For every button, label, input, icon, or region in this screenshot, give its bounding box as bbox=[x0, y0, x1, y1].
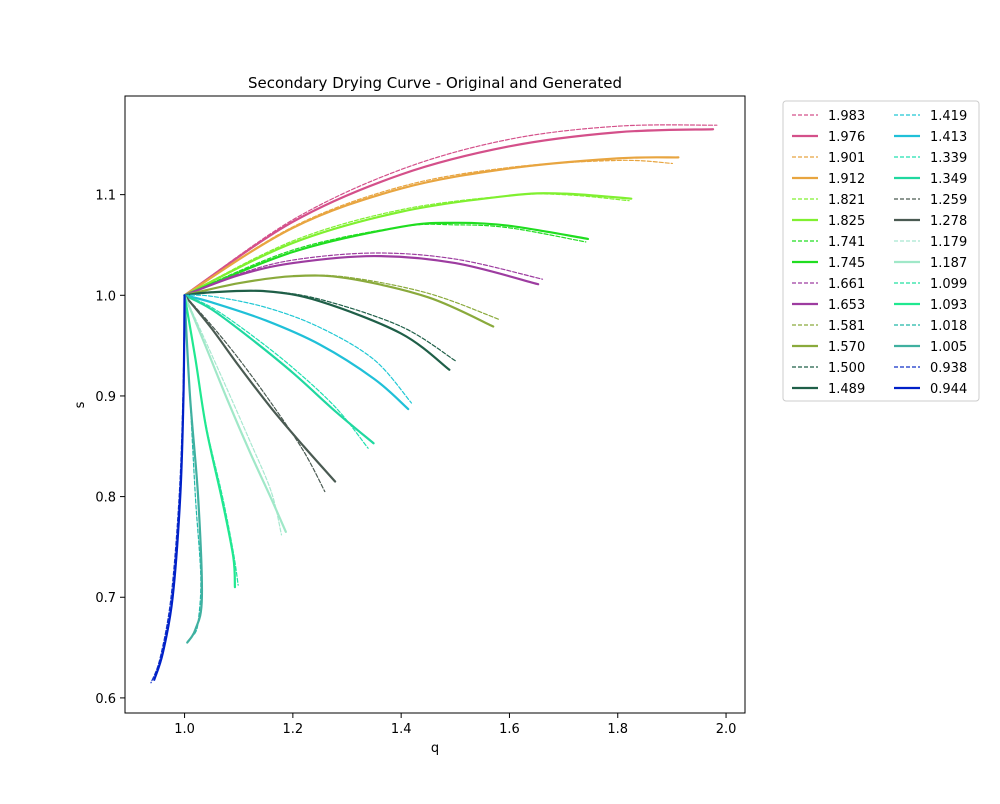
y-tick-label: 0.8 bbox=[95, 491, 116, 506]
series-line-1.581 bbox=[183, 274, 500, 321]
legend-label-1.093: 1.093 bbox=[930, 298, 967, 313]
legend-label-1.179: 1.179 bbox=[930, 235, 967, 250]
legend-label-1.339: 1.339 bbox=[930, 151, 967, 166]
series-line-1.419 bbox=[183, 294, 413, 404]
chart-title: Secondary Drying Curve - Original and Ge… bbox=[248, 74, 622, 92]
legend-label-1.821: 1.821 bbox=[828, 193, 865, 208]
x-tick-label: 1.6 bbox=[499, 722, 520, 737]
legend-label-1.745: 1.745 bbox=[828, 256, 865, 271]
series-line-1.278 bbox=[183, 294, 337, 483]
x-tick-label: 1.0 bbox=[174, 722, 195, 737]
plot-lines bbox=[150, 124, 718, 684]
series-line-1.489 bbox=[183, 289, 451, 371]
x-tick-label: 1.4 bbox=[391, 722, 412, 737]
y-tick-label: 1.0 bbox=[95, 289, 116, 304]
y-axis: 0.6 0.7 0.8 0.9 1.0 1.1 bbox=[95, 189, 125, 707]
series-line-1.179 bbox=[183, 294, 283, 536]
series-line-1.413 bbox=[183, 294, 410, 411]
series-line-1.187 bbox=[183, 294, 287, 533]
series-line-0.944 bbox=[153, 294, 186, 681]
legend-label-1.500: 1.500 bbox=[828, 361, 865, 376]
series-line-1.901 bbox=[183, 159, 674, 296]
legend-label-0.938: 0.938 bbox=[930, 361, 967, 376]
legend-label-1.661: 1.661 bbox=[828, 277, 865, 292]
legend-label-1.005: 1.005 bbox=[930, 340, 967, 355]
legend: 1.983 1.976 1.901 1.912 1.821 1.825 1.741 1.745… bbox=[782, 100, 980, 402]
series-line-1.005 bbox=[183, 294, 204, 644]
series-line-1.976 bbox=[183, 128, 715, 297]
series-line-1.259 bbox=[183, 294, 326, 493]
legend-label-1.489: 1.489 bbox=[828, 382, 865, 397]
y-tick-label: 1.1 bbox=[95, 189, 116, 204]
x-axis: 1.0 1.2 1.4 1.6 1.8 2.0 bbox=[174, 713, 736, 737]
legend-label-1.741: 1.741 bbox=[828, 235, 865, 250]
legend-label-1.018: 1.018 bbox=[930, 319, 967, 334]
legend-label-1.349: 1.349 bbox=[930, 172, 967, 187]
series-line-1.093 bbox=[183, 294, 237, 589]
series-line-1.653 bbox=[183, 254, 540, 297]
series-line-1.983 bbox=[183, 124, 718, 296]
y-axis-label: s bbox=[73, 401, 88, 408]
legend-label-1.413: 1.413 bbox=[930, 130, 967, 145]
legend-label-1.278: 1.278 bbox=[930, 214, 967, 229]
series-line-1.570 bbox=[183, 274, 495, 328]
x-tick-label: 1.8 bbox=[607, 722, 628, 737]
y-tick-label: 0.7 bbox=[95, 591, 116, 606]
legend-label-0.944: 0.944 bbox=[930, 382, 967, 397]
legend-label-1.912: 1.912 bbox=[828, 172, 865, 187]
series-line-1.349 bbox=[183, 294, 375, 445]
legend-label-1.259: 1.259 bbox=[930, 193, 967, 208]
x-tick-label: 1.2 bbox=[283, 722, 304, 737]
legend-label-1.653: 1.653 bbox=[828, 298, 865, 313]
legend-label-1.570: 1.570 bbox=[828, 340, 865, 355]
legend-label-1.983: 1.983 bbox=[828, 109, 865, 124]
legend-label-1.901: 1.901 bbox=[828, 151, 865, 166]
plot-frame bbox=[124, 95, 746, 714]
legend-label-1.581: 1.581 bbox=[828, 319, 865, 334]
y-tick-label: 0.9 bbox=[95, 390, 116, 405]
legend-label-1.419: 1.419 bbox=[930, 109, 967, 124]
legend-label-1.099: 1.099 bbox=[930, 277, 967, 292]
series-line-1.745 bbox=[183, 221, 590, 297]
x-tick-label: 2.0 bbox=[716, 722, 737, 737]
legend-box bbox=[782, 100, 980, 402]
legend-label-1.825: 1.825 bbox=[828, 214, 865, 229]
legend-label-1.187: 1.187 bbox=[930, 256, 967, 271]
series-line-1.825 bbox=[183, 192, 633, 297]
series-line-1.339 bbox=[183, 294, 369, 449]
legend-label-1.976: 1.976 bbox=[828, 130, 865, 145]
x-axis-label: q bbox=[431, 741, 439, 756]
y-tick-label: 0.6 bbox=[95, 692, 116, 707]
series-line-1.912 bbox=[183, 156, 680, 297]
